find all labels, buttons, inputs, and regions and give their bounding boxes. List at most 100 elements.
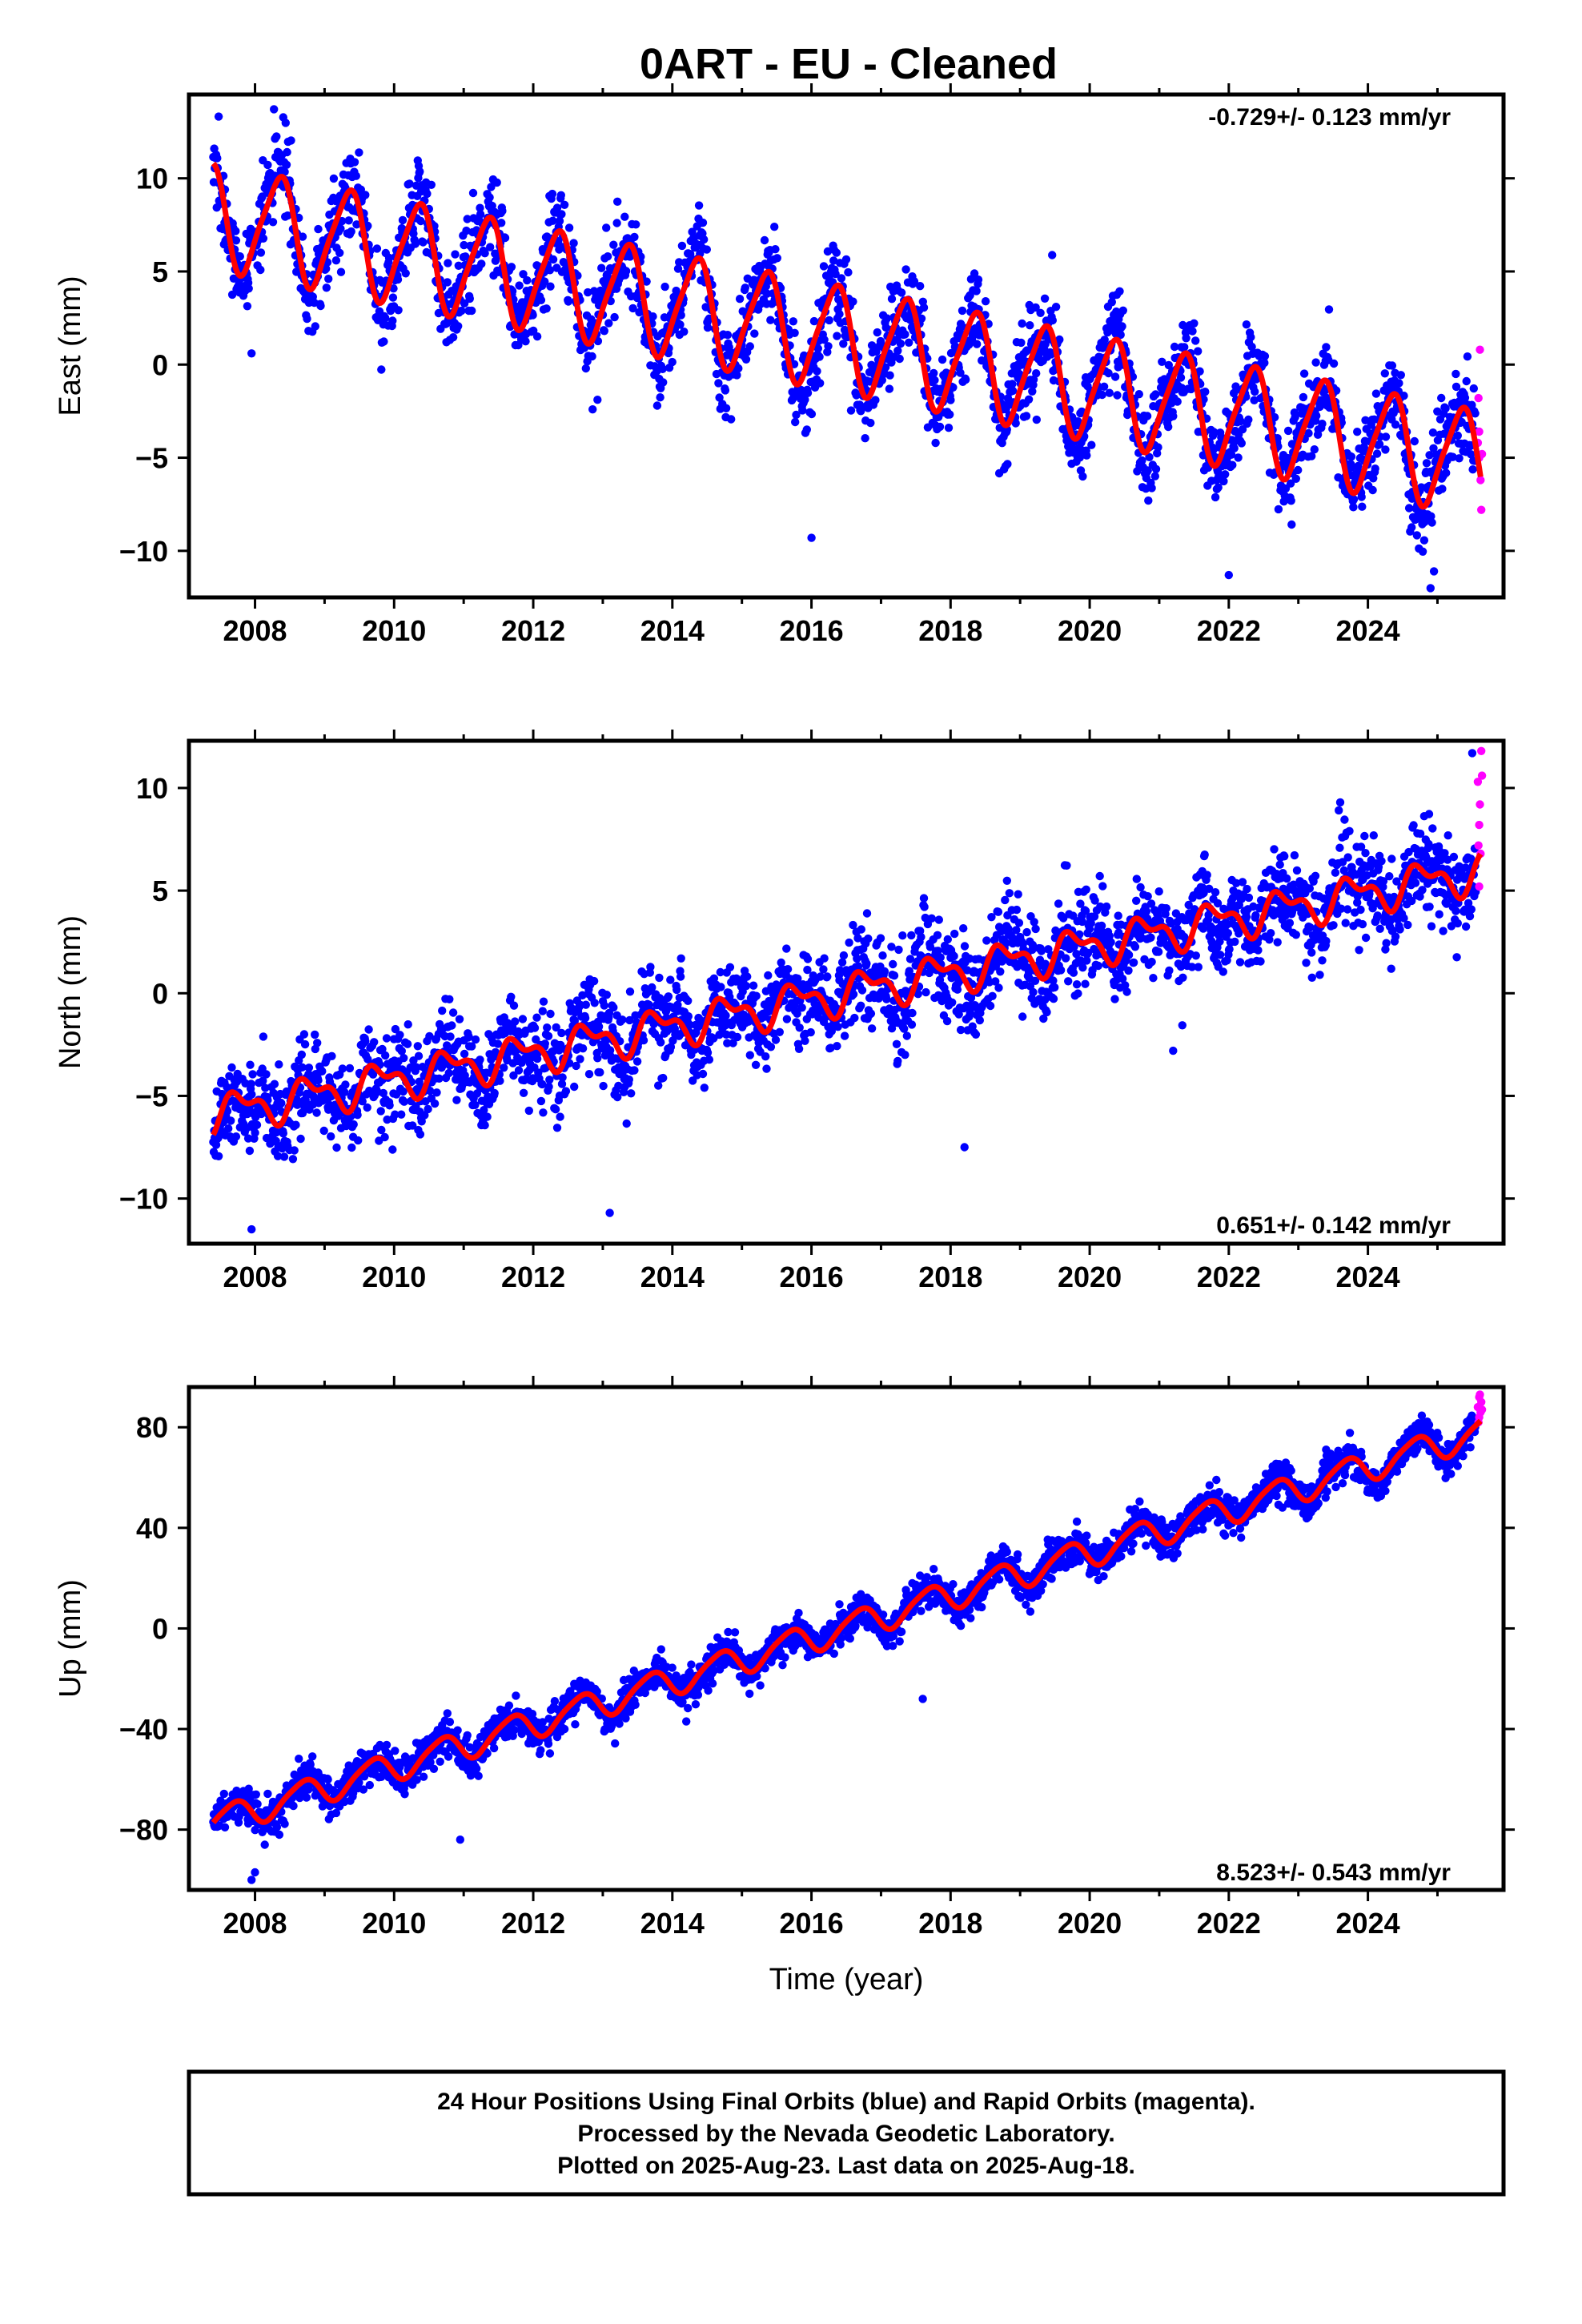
east-final-orbit-point: [1082, 451, 1091, 460]
east-final-orbit-point: [680, 328, 689, 336]
north-final-orbit-point: [1331, 868, 1340, 877]
east-final-orbit-point: [1046, 350, 1056, 359]
north-final-orbit-point: [602, 991, 611, 999]
east-final-orbit-point: [588, 352, 596, 361]
east-final-orbit-point: [1283, 453, 1292, 463]
east-final-orbit-point: [1173, 397, 1182, 406]
north-final-orbit-point: [761, 1052, 770, 1061]
east-final-orbit-point: [694, 201, 704, 210]
north-final-orbit-point: [892, 1039, 901, 1049]
north-final-orbit-point: [296, 1134, 305, 1144]
north-final-orbit-point: [1062, 954, 1070, 963]
east-final-orbit-point: [1142, 412, 1152, 420]
north-final-orbit-point: [1302, 959, 1311, 967]
east-final-orbit-point: [536, 296, 546, 304]
east-final-orbit-point: [477, 259, 486, 268]
east-final-orbit-point: [528, 311, 537, 320]
east-final-orbit-point: [1404, 504, 1414, 513]
north-final-orbit-point: [627, 1089, 636, 1098]
east-rate-label: -0.729+/- 0.123 mm/yr: [1208, 104, 1451, 131]
east-final-orbit-point: [372, 244, 382, 253]
north-final-orbit-point: [893, 1056, 902, 1066]
north-final-orbit-point: [507, 992, 516, 1002]
east-final-orbit-point: [896, 339, 905, 348]
east-final-orbit-point: [463, 215, 472, 223]
north-final-orbit-point: [901, 1051, 909, 1059]
east-final-orbit-point: [829, 256, 838, 265]
north-final-orbit-point: [942, 1016, 952, 1026]
east-final-orbit-point: [256, 248, 266, 257]
north-final-orbit-point: [917, 932, 926, 942]
east-final-orbit-point: [1011, 419, 1020, 428]
north-final-orbit-point: [721, 1011, 730, 1020]
east-final-orbit-point: [885, 384, 894, 393]
north-final-orbit-point: [252, 1120, 262, 1129]
east-final-orbit-point: [877, 376, 887, 384]
north-final-orbit-point: [445, 995, 454, 1004]
east-final-orbit-point: [909, 277, 919, 286]
north-final-orbit-point: [1238, 878, 1247, 887]
east-final-orbit-point: [735, 295, 745, 304]
east-final-orbit-point: [409, 229, 418, 238]
north-final-orbit-point: [448, 1021, 456, 1030]
east-final-orbit-point: [443, 278, 452, 287]
east-final-orbit-point: [324, 275, 333, 283]
east-final-orbit-point: [388, 316, 397, 325]
north-final-orbit-point: [801, 1036, 809, 1046]
north-final-orbit-point: [455, 1015, 464, 1023]
east-final-orbit-point: [548, 255, 558, 264]
north-final-orbit-point: [867, 1024, 877, 1033]
east-final-orbit-point: [303, 314, 311, 324]
north-final-orbit-point: [960, 942, 970, 951]
east-final-orbit-point: [1462, 376, 1471, 386]
north-final-orbit-point: [794, 1044, 804, 1054]
east-final-orbit-point: [600, 327, 608, 336]
east-final-orbit-point: [790, 328, 799, 337]
north-final-orbit-point: [530, 1023, 540, 1032]
east-final-orbit-point: [1438, 485, 1447, 493]
east-final-orbit-point: [659, 378, 668, 387]
north-final-orbit-point: [1002, 876, 1012, 886]
north-final-orbit-point: [725, 963, 735, 972]
north-final-orbit-point: [764, 971, 773, 980]
east-final-orbit-point: [564, 297, 573, 306]
east-final-orbit-point: [621, 267, 631, 275]
north-final-orbit-point: [596, 1068, 604, 1077]
east-final-orbit-point: [1387, 361, 1397, 370]
east-final-orbit-point: [773, 254, 781, 263]
east-final-orbit-point: [480, 249, 489, 258]
north-final-orbit-point: [618, 1015, 627, 1024]
north-final-orbit-point: [1029, 987, 1038, 997]
east-final-orbit-point: [1417, 483, 1426, 492]
north-final-orbit-point: [988, 991, 997, 1001]
north-final-orbit-point: [982, 936, 991, 945]
east-final-orbit-point: [658, 364, 667, 373]
east-final-orbit-point: [1003, 460, 1012, 468]
east-final-orbit-point: [677, 311, 685, 320]
east-final-orbit-point: [721, 386, 730, 395]
east-final-orbit-point: [846, 406, 856, 415]
east-final-orbit-point: [917, 314, 926, 323]
east-final-orbit-point: [448, 333, 458, 342]
east-final-orbit-point: [1151, 464, 1161, 473]
east-final-orbit-point: [352, 220, 361, 229]
east-final-orbit-point: [1022, 346, 1031, 355]
north-final-orbit-point: [496, 1076, 504, 1085]
north-final-orbit-point: [388, 1145, 397, 1154]
east-final-orbit-point: [1291, 474, 1301, 483]
east-final-orbit-point: [532, 332, 542, 341]
east-final-orbit-point: [311, 322, 319, 331]
north-final-orbit-point: [994, 983, 1003, 992]
north-final-orbit-point: [766, 1043, 776, 1051]
north-final-orbit-point: [397, 1110, 406, 1119]
east-final-orbit-point: [876, 336, 885, 346]
north-final-orbit-point: [1064, 977, 1073, 986]
east-final-orbit-point: [770, 223, 779, 231]
east-final-orbit-point: [1022, 412, 1031, 420]
north-final-orbit-point: [1124, 951, 1134, 959]
north-final-orbit-point: [833, 1042, 841, 1051]
east-final-orbit-point: [1304, 428, 1313, 438]
east-final-orbit-point: [363, 221, 372, 231]
east-final-orbit-point: [486, 243, 495, 251]
north-final-orbit-point: [385, 1101, 394, 1110]
